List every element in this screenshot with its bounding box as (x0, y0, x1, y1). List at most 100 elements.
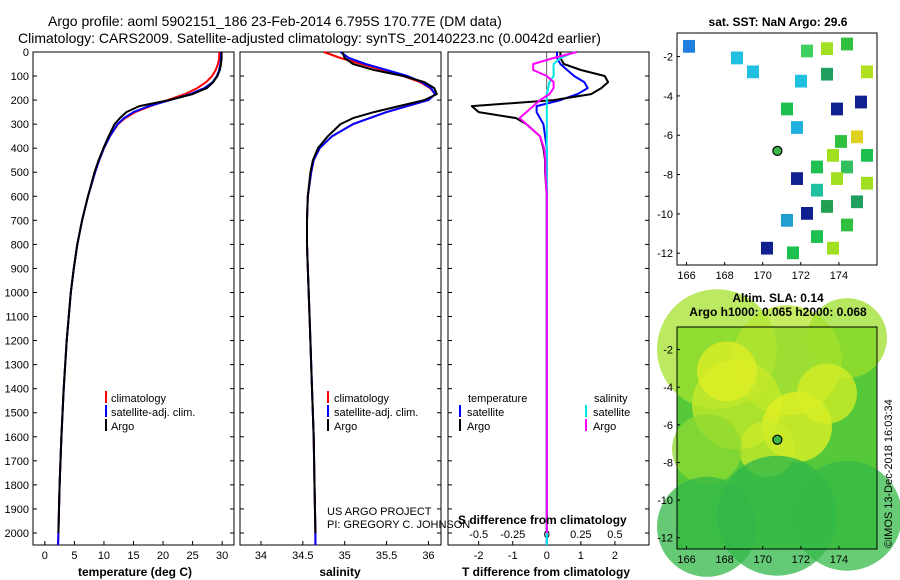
depth-tick-label: 1100 (5, 312, 29, 324)
map-x-tick-label: 172 (792, 554, 810, 566)
map-sst-cell (831, 172, 843, 185)
map-y-tick-label: -12 (657, 533, 673, 545)
legend-label: satellite-adj. clim. (111, 407, 195, 419)
series-line-temperature-satellite (535, 52, 589, 545)
title-line2: Climatology: CARS2009. Satellite-adjuste… (18, 30, 601, 46)
x-tick-label: 35 (339, 550, 351, 562)
map-x-tick-label: 174 (830, 554, 848, 566)
panel-frame-0 (32, 51, 235, 546)
legend-swatch-climatology (327, 391, 329, 403)
top-x-tick-label: 0.5 (607, 529, 622, 541)
depth-tick-label: 1200 (5, 336, 29, 348)
map-y-tick-label: -8 (663, 457, 673, 469)
depth-tick-label: 600 (11, 191, 29, 203)
series-line-salinity-argo (518, 51, 578, 533)
map-sst-cell (811, 183, 823, 197)
legend-label: Argo (111, 421, 134, 433)
x-tick-label: 34.5 (292, 550, 313, 562)
depth-tick-label: 1900 (5, 504, 29, 516)
depth-tick-label: 700 (11, 215, 29, 227)
map-sst-cell (861, 149, 873, 162)
top-x-tick-label: -0.5 (469, 529, 488, 541)
map-sst-cell (761, 241, 773, 255)
x-tick-label: 35.5 (376, 550, 397, 562)
map-bottom-title2: Argo h1000: 0.065 h2000: 0.068 (689, 305, 867, 319)
map-y-tick-label: -6 (663, 420, 673, 432)
map-y-tick-label: -10 (657, 209, 673, 221)
map-sst-cell (861, 176, 873, 190)
map-sst-cell (821, 200, 833, 213)
map-field-patch (807, 298, 887, 379)
x-tick-label: 0 (42, 550, 48, 562)
x-tick-label: 25 (186, 550, 198, 562)
map-sst-cell (835, 135, 847, 148)
pi-label: PI: GREGORY C. JOHNSON (327, 519, 470, 531)
legend-title-temperature: temperature (468, 393, 527, 405)
map-sst-cell (791, 121, 803, 134)
map-frame (676, 326, 878, 550)
map-x-tick-label: 166 (677, 270, 695, 282)
map-sst-cell (831, 102, 843, 116)
panel-frame-2 (447, 51, 650, 546)
map-sst-cell (851, 130, 863, 144)
x-tick-label: 2 (612, 550, 618, 562)
profile-location-marker (772, 434, 783, 445)
depth-tick-label: 1400 (5, 384, 29, 396)
map-x-tick-label: 168 (715, 554, 733, 566)
map-sst-cell (781, 213, 793, 227)
map-x-tick-label: 166 (677, 554, 695, 566)
depth-tick-label: 100 (11, 71, 29, 83)
depth-tick-label: 1500 (5, 408, 29, 420)
depth-tick-label: 1300 (5, 360, 29, 372)
depth-tick-label: 1700 (5, 456, 29, 468)
depth-tick-label: 0 (23, 47, 29, 59)
x-tick-label: 10 (98, 550, 110, 562)
map-sst-cell (827, 149, 839, 162)
map-sst-cell (841, 160, 853, 174)
series-line-argo (57, 52, 223, 534)
map-field-patch (697, 341, 757, 402)
map-y-tick-label: -10 (657, 495, 673, 507)
map-x-tick-label: 172 (792, 270, 810, 282)
map-field-patch (672, 414, 742, 485)
legend-swatch-satellite (105, 405, 107, 417)
profile-location-marker (772, 145, 783, 156)
map-sst-cell (827, 241, 839, 255)
series-line-temperature-argo (470, 52, 610, 533)
legend-swatch-argo (105, 419, 107, 431)
depth-tick-label: 900 (11, 263, 29, 275)
legend-swatch-t-argo (459, 419, 461, 431)
legend-swatch-climatology (105, 391, 107, 403)
map-sst-cell (683, 39, 695, 53)
map-bottom-title1: Altim. SLA: 0.14 (732, 291, 824, 305)
legend-label: Argo (593, 421, 616, 433)
map-sst-cell (731, 51, 743, 65)
map-x-tick-label: 170 (754, 270, 772, 282)
map-sst-cell (791, 172, 803, 185)
map-sst-cell (801, 207, 813, 220)
t-diff-axis-label: T difference from climatology (462, 565, 630, 579)
depth-tick-label: 300 (11, 119, 29, 131)
map-sst-cell (795, 74, 807, 88)
map-sst-cell (855, 95, 867, 109)
map-sst-cell (851, 195, 863, 209)
legend-label: Argo (334, 421, 357, 433)
map-sst-cell (821, 67, 833, 81)
salinity-axis-label: salinity (319, 565, 361, 579)
map-sst-cell (811, 160, 823, 174)
map-sst-cell (787, 246, 799, 260)
series-line-climatology (306, 51, 437, 545)
top-x-tick-label: 0.25 (570, 529, 591, 541)
temperature-legend: climatology satellite-adj. clim. Argo (105, 391, 195, 433)
x-tick-label: 0 (544, 550, 550, 562)
map-y-tick-label: -8 (663, 170, 673, 182)
map-y-tick-label: -2 (663, 345, 673, 357)
map-sst-cell (747, 65, 759, 79)
map-top-title: sat. SST: NaN Argo: 29.6 (709, 15, 848, 29)
map-sst-cell (821, 42, 833, 56)
depth-tick-label: 1000 (5, 287, 29, 299)
legend-label: climatology (111, 393, 167, 405)
map-y-tick-label: -4 (663, 91, 673, 103)
legend-label: satellite (593, 407, 630, 419)
legend-swatch-argo (327, 419, 329, 431)
